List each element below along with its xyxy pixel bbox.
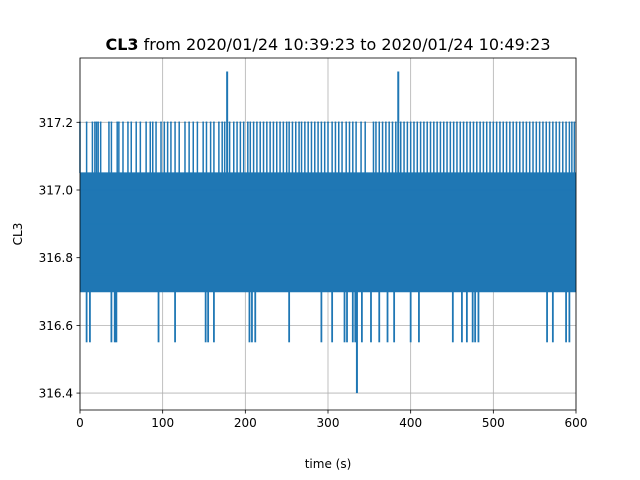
x-axis-ticks: 0 100 200 300 400 500 600: [76, 410, 587, 430]
x-tick-label: 300: [317, 416, 340, 430]
y-axis-ticks: 316.4 316.6 316.8 317.0 317.2: [39, 116, 80, 401]
chart-title-bold: CL3: [105, 35, 138, 54]
x-tick-label: 400: [399, 416, 422, 430]
x-tick-label: 0: [76, 416, 84, 430]
y-tick-label: 317.2: [39, 116, 73, 130]
x-tick-label: 100: [151, 416, 174, 430]
y-axis-label: CL3: [11, 223, 25, 246]
y-tick-label: 317.0: [39, 184, 73, 198]
x-tick-label: 600: [565, 416, 588, 430]
y-tick-label: 316.6: [39, 319, 73, 333]
x-tick-label: 500: [482, 416, 505, 430]
x-tick-label: 200: [234, 416, 257, 430]
y-tick-label: 316.4: [39, 387, 73, 401]
chart-title: CL3 from 2020/01/24 10:39:23 to 2020/01/…: [105, 35, 550, 54]
series-dense-band: [80, 173, 576, 292]
y-tick-label: 316.8: [39, 251, 73, 265]
data-series: [79, 71, 576, 394]
x-axis-label: time (s): [305, 457, 352, 471]
chart-title-rest: from 2020/01/24 10:39:23 to 2020/01/24 1…: [139, 35, 551, 54]
